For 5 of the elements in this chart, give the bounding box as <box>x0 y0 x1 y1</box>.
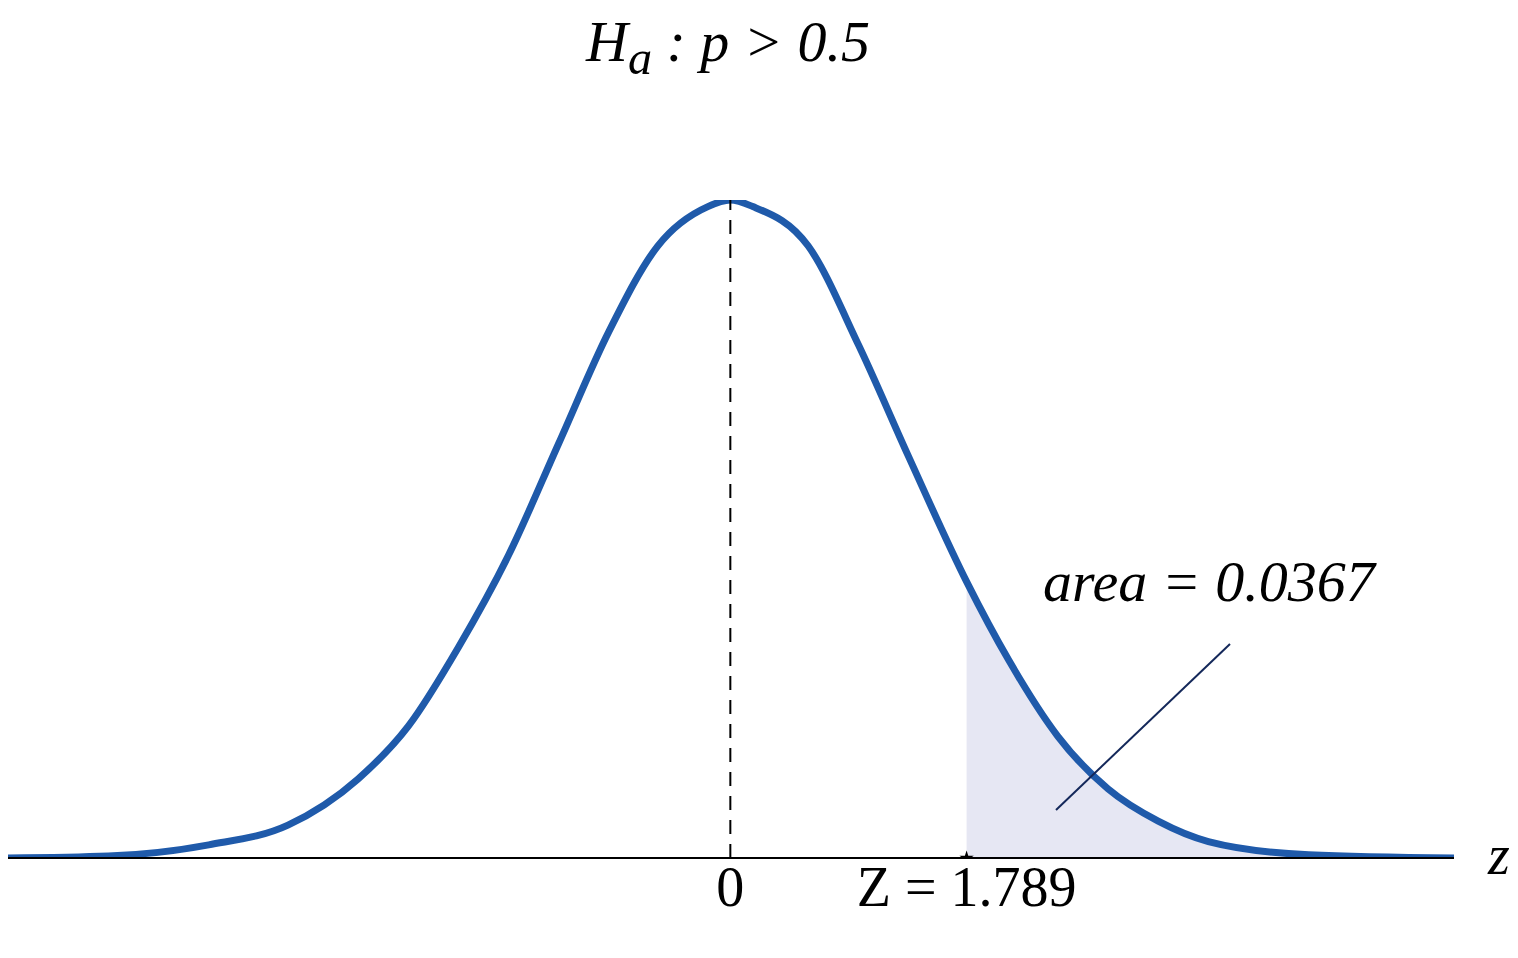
x-tick-label: Z = 1.789 <box>856 855 1077 918</box>
annotation: area = 0.0367 <box>1043 548 1375 615</box>
chart-title: H$_{a}$ : p > 0.5 <box>584 8 871 85</box>
x-tick-label: 0 <box>716 855 745 918</box>
x-axis-title: z <box>1488 823 1510 887</box>
